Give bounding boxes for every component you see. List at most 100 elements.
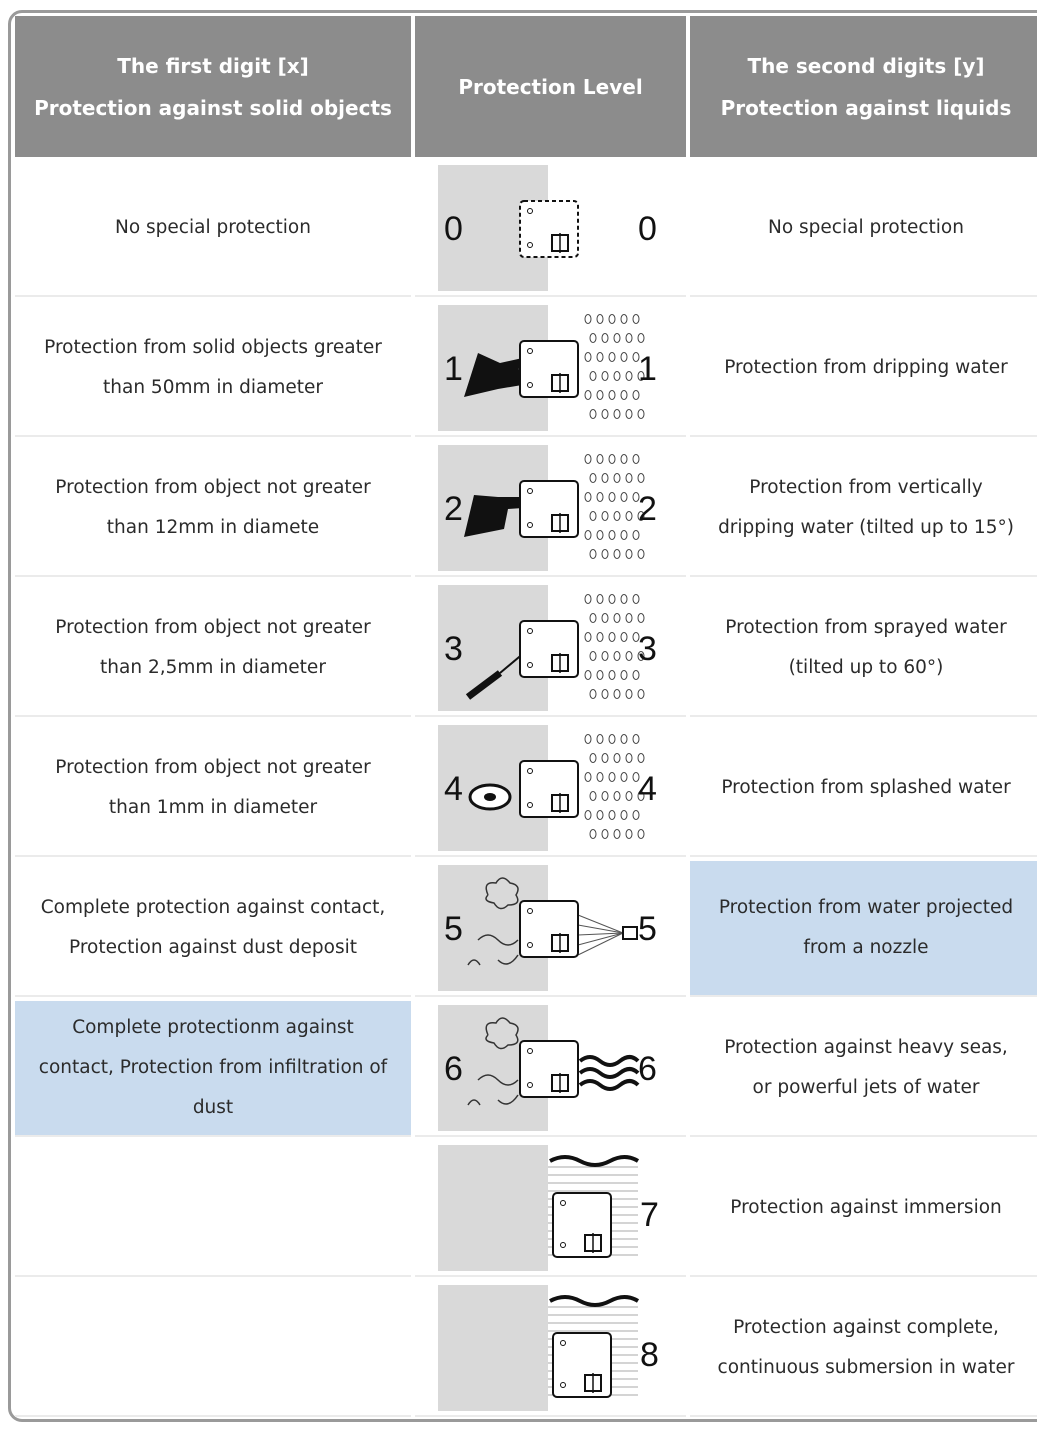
device-dot	[527, 662, 533, 668]
device-dot	[560, 1382, 566, 1388]
droplet	[613, 791, 621, 801]
dust	[485, 1017, 519, 1050]
droplet	[613, 409, 621, 419]
droplet	[632, 454, 640, 464]
droplet	[608, 734, 616, 744]
droplet	[589, 473, 597, 483]
droplet	[596, 530, 604, 540]
droplet	[589, 371, 597, 381]
liquids-cell: No special protection	[690, 161, 1037, 297]
wave	[549, 1295, 640, 1307]
header-line: The second digits [y]	[747, 53, 985, 78]
droplet	[613, 473, 621, 483]
device-dot	[527, 1048, 533, 1054]
icon-backdrop	[438, 1285, 548, 1411]
droplet	[632, 492, 640, 502]
droplet	[601, 613, 609, 623]
droplet	[608, 492, 616, 502]
droplet	[637, 549, 645, 559]
device-dot	[560, 1242, 566, 1248]
droplet	[625, 409, 633, 419]
liquids-cell: Protection against complete, continuous …	[690, 1281, 1037, 1417]
droplet	[620, 594, 628, 604]
wave	[578, 1079, 640, 1091]
droplet	[632, 390, 640, 400]
droplet	[596, 670, 604, 680]
level-cell: 7	[415, 1141, 686, 1277]
droplet	[613, 753, 621, 763]
droplet	[613, 829, 621, 839]
droplet	[608, 314, 616, 324]
droplet	[596, 734, 604, 744]
level-right-digit: 7	[640, 1196, 659, 1234]
droplet	[632, 734, 640, 744]
droplet	[596, 594, 604, 604]
level-left-digit: 3	[444, 630, 463, 668]
droplet	[620, 454, 628, 464]
solid-cell: Protection from object not greater than …	[15, 581, 411, 717]
level-left-digit: 0	[444, 210, 463, 248]
liquids-cell: Protection against heavy seas, or powerf…	[690, 1001, 1037, 1137]
wave	[549, 1155, 640, 1167]
liquids-cell: Protection from vertically dripping wate…	[690, 441, 1037, 577]
device-dot	[527, 522, 533, 528]
droplet	[584, 390, 592, 400]
jet	[577, 932, 624, 956]
liquids-cell: Protection from water projected from a n…	[690, 861, 1037, 997]
level-right-digit: 0	[638, 210, 657, 248]
icon-backdrop	[438, 1145, 548, 1271]
droplet	[596, 352, 604, 362]
droplet	[632, 632, 640, 642]
level-left-digit: 2	[444, 490, 463, 528]
device-dot	[527, 628, 533, 634]
header-cell: The second digits [y] Protection against …	[690, 16, 1037, 157]
droplet	[620, 734, 628, 744]
droplet	[625, 549, 633, 559]
device-dot	[527, 488, 533, 494]
wire-core	[484, 793, 496, 801]
droplet	[625, 829, 633, 839]
droplet	[601, 689, 609, 699]
jet	[577, 914, 624, 934]
device-dot	[527, 802, 533, 808]
droplet	[637, 371, 645, 381]
droplet	[601, 829, 609, 839]
droplet	[620, 530, 628, 540]
screwdriver	[465, 670, 503, 700]
level-left-digit: 4	[444, 770, 463, 808]
droplet	[637, 409, 645, 419]
device-dot	[527, 208, 533, 214]
droplet	[601, 473, 609, 483]
droplet	[637, 829, 645, 839]
header-cell: The first digit [x] Protection against so…	[15, 16, 411, 157]
droplet	[608, 454, 616, 464]
droplet	[620, 390, 628, 400]
droplet	[589, 651, 597, 661]
level-left-digit: 6	[444, 1050, 463, 1088]
wave	[578, 1055, 640, 1067]
liquids-cell: Protection from dripping water	[690, 301, 1037, 437]
droplet	[620, 810, 628, 820]
level-right-digit: 4	[638, 770, 657, 808]
dust-trail	[467, 1074, 519, 1106]
droplet	[608, 810, 616, 820]
solid-cell: Complete protection against contact, Pro…	[15, 861, 411, 997]
droplet	[613, 549, 621, 559]
droplet	[632, 352, 640, 362]
wave	[578, 1067, 640, 1079]
dust-trail	[467, 934, 519, 966]
liquids-cell: Protection from sprayed water (tilted up…	[690, 581, 1037, 717]
droplet	[625, 511, 633, 521]
solid-cell: Protection from solid objects greater th…	[15, 301, 411, 437]
droplet	[596, 314, 604, 324]
device-dot	[527, 942, 533, 948]
droplet	[601, 371, 609, 381]
device-dot	[560, 1340, 566, 1346]
droplet	[608, 772, 616, 782]
header-line: Protection against solid objects	[34, 95, 392, 120]
